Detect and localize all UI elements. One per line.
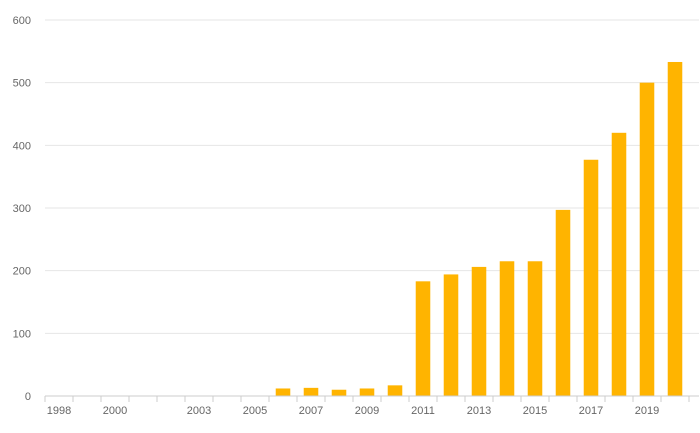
bar-2017 (583, 159, 599, 396)
bar-2016 (555, 209, 571, 396)
label-layer: 0 100 200 300 400 500 600 1998 2000 2003 2005 2007 2… (13, 15, 660, 417)
bar-2015 (527, 261, 543, 396)
bar-2014 (499, 261, 515, 396)
x-tick-label-2015: 2015 (523, 405, 547, 417)
x-tick-label-2009: 2009 (355, 405, 379, 417)
bar-2012 (443, 274, 459, 396)
grid-layer (45, 19, 699, 334)
x-tick-label-2017: 2017 (579, 405, 603, 417)
bar-layer (275, 61, 683, 397)
bar-2007 (303, 387, 319, 396)
x-tick-label-2007: 2007 (299, 405, 323, 417)
bar-2010 (387, 385, 403, 396)
y-tick-label-200: 200 (13, 266, 31, 278)
bar-2018 (611, 132, 627, 397)
y-tick-label-100: 100 (13, 328, 31, 340)
bar-2008 (331, 389, 347, 396)
y-tick-label-500: 500 (13, 78, 31, 90)
x-tick-label-2003: 2003 (187, 405, 211, 417)
x-tick-label-1998: 1998 (47, 405, 71, 417)
x-tick-label-2005: 2005 (243, 405, 267, 417)
bar-2019 (639, 82, 655, 397)
bar-2006 (275, 388, 291, 396)
x-tick-label-2013: 2013 (467, 405, 491, 417)
x-tick-label-2019: 2019 (635, 405, 659, 417)
bar-2011 (415, 281, 431, 396)
y-tick-label-400: 400 (13, 140, 31, 152)
bar-2009 (359, 388, 375, 396)
x-tick-label-2000: 2000 (103, 405, 127, 417)
y-tick-label-300: 300 (13, 203, 31, 215)
axis-layer (44, 395, 699, 402)
y-tick-label-0: 0 (25, 391, 31, 403)
y-tick-label-600: 600 (13, 15, 31, 27)
bar-2020 (667, 61, 683, 397)
bar-2013 (471, 266, 487, 396)
x-tick-label-2011: 2011 (411, 405, 435, 417)
